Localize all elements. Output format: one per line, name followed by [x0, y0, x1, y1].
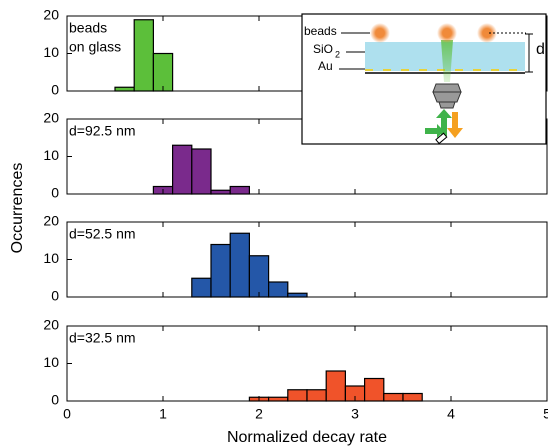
bar: [402, 392, 423, 402]
y-tick-label: 10: [43, 147, 59, 163]
inset-frame: [301, 13, 547, 145]
bar: [191, 148, 212, 195]
bar: [287, 389, 308, 402]
y-tick-label: 10: [43, 354, 59, 370]
y-tick-label: 20: [43, 7, 59, 23]
y-tick-label: 0: [51, 392, 59, 408]
annotation: beads: [69, 20, 107, 36]
label-sio2: SiO: [313, 42, 333, 56]
bead: [370, 23, 390, 43]
label-au: Au: [318, 59, 333, 73]
bar: [383, 392, 404, 402]
inset-diagram: beads SiO 2 Au d: [301, 13, 547, 145]
light-beam: [441, 40, 453, 82]
label-beads: beads: [304, 24, 337, 38]
filter: [435, 132, 448, 145]
bar: [172, 144, 193, 195]
bar: [114, 86, 135, 92]
bar: [306, 389, 327, 402]
bar: [268, 281, 289, 298]
x-tick-label: 2: [255, 406, 263, 422]
annotation: d=52.5 nm: [69, 226, 136, 242]
y-tick-label: 0: [51, 82, 59, 98]
y-tick-label: 20: [43, 213, 59, 229]
y-axis-label: Occurrences: [9, 163, 26, 254]
emission-arrow: [447, 112, 463, 138]
bar: [229, 185, 250, 195]
bar: [191, 277, 212, 298]
label-sio2-sub: 2: [335, 49, 340, 59]
x-axis-label: Normalized decay rate: [227, 429, 387, 446]
bar: [248, 255, 270, 298]
plot-frame: [66, 221, 548, 298]
annotation: d=92.5 nm: [69, 123, 136, 139]
bar: [364, 377, 385, 402]
x-tick-label: 0: [63, 406, 71, 422]
objective: [432, 83, 462, 109]
bar: [210, 243, 231, 298]
label-d: d: [536, 41, 545, 58]
y-tick-label: 0: [51, 288, 59, 304]
y-tick-label: 20: [43, 317, 59, 333]
x-tick-label: 5: [543, 406, 548, 422]
bar: [229, 232, 250, 298]
y-tick-label: 0: [51, 185, 59, 201]
y-tick-label: 20: [43, 110, 59, 126]
bar: [133, 19, 154, 92]
bead: [477, 23, 497, 43]
x-tick-label: 4: [447, 406, 455, 422]
annotation: d=32.5 nm: [69, 330, 136, 346]
excitation-arrow: [436, 109, 452, 136]
bar: [287, 292, 308, 298]
bar: [268, 396, 289, 402]
laser-arrow: [425, 124, 444, 138]
annotation: on glass: [69, 39, 121, 55]
x-tick-label: 3: [351, 406, 359, 422]
bead: [437, 23, 457, 43]
y-tick-label: 10: [43, 44, 59, 60]
x-tick-label: 1: [159, 406, 167, 422]
bar: [325, 370, 347, 402]
y-tick-label: 10: [43, 250, 59, 266]
bar: [210, 189, 231, 195]
bar: [152, 52, 174, 92]
